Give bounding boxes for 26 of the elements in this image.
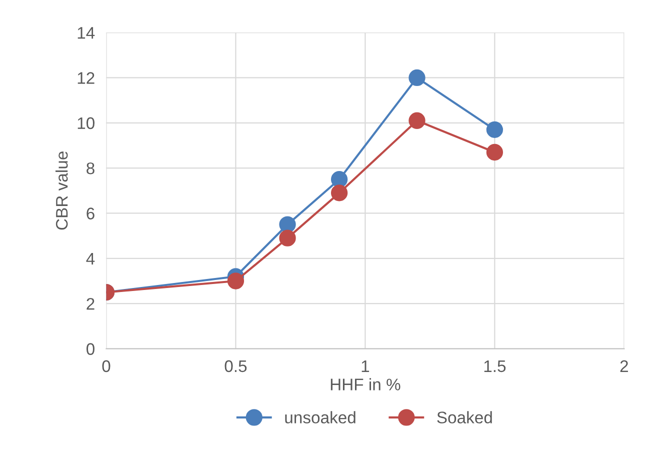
y-tick-label: 4 — [86, 252, 95, 264]
point — [279, 216, 296, 233]
point — [486, 144, 504, 161]
y-tick-label: 8 — [86, 162, 94, 174]
point — [330, 171, 348, 188]
y-tick-label: 12 — [78, 72, 94, 84]
point — [408, 112, 426, 129]
point — [486, 121, 504, 138]
y-tick-label: 10 — [78, 117, 94, 130]
x-tick-label: 0.5 — [224, 360, 247, 372]
point — [279, 230, 296, 246]
point — [227, 272, 244, 290]
legend-label: unsoaked — [285, 411, 356, 424]
y-tick-label: 6 — [86, 208, 94, 220]
point — [408, 69, 426, 86]
x-tick-label: 0 — [102, 360, 110, 372]
point — [330, 184, 348, 202]
x-tick-label: 2 — [620, 360, 628, 372]
y-tick-label: 0 — [86, 343, 94, 355]
x-tick-label: 1.5 — [484, 360, 506, 372]
y-tick-label: 2 — [86, 298, 94, 310]
legend-label: Soaked — [437, 411, 492, 424]
x-tick-label: 1 — [362, 360, 370, 372]
y-axis-title: CBR value — [56, 152, 68, 230]
y-tick-label: 14 — [78, 27, 95, 39]
x-axis-title: HHF in % — [330, 378, 400, 390]
